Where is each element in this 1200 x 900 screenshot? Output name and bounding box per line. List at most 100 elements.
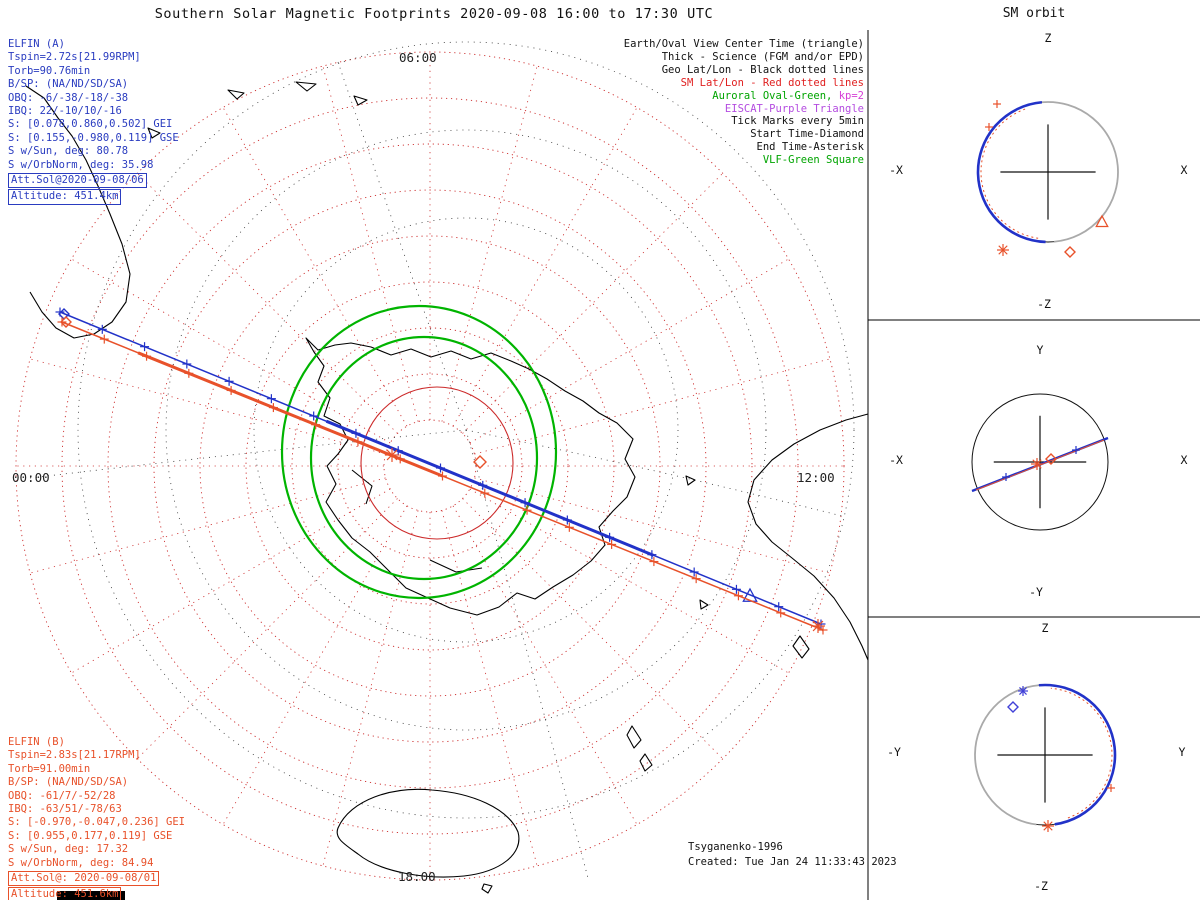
elfin-a-row: OBQ: -6/-38/-18/-38 (8, 92, 179, 105)
elfin-a-row: S w/OrbNorm, deg: 35.98 (8, 159, 179, 172)
legend-line: VLF-Green Square (762, 154, 864, 167)
legend: Earth/Oval View Center Time (triangle) Th… (624, 38, 864, 167)
elfin-a-row: Att.Sol@2020-09-08/06 (8, 172, 179, 189)
mlt-label-1800: 18:00 (398, 869, 436, 884)
scale-bar (57, 891, 125, 900)
elfin-b-row: S w/Sun, deg: 17.32 (8, 843, 185, 856)
sm-grid (15, 51, 845, 881)
elfin-a-row: Tspin=2.72s[21.99RPM] (8, 51, 179, 64)
legend-line: EISCAT-Purple Triangle (724, 102, 864, 115)
elfin-b-line: Altitude: 451.6km (8, 887, 122, 900)
orbit2-axis-left: -X (889, 453, 903, 467)
legend-line: Auroral Oval-Green, (712, 89, 839, 102)
elfin-b-line: Tspin=2.83s[21.17RPM] (8, 749, 141, 762)
orbit-views (971, 100, 1119, 832)
elfin-b-line: S w/OrbNorm, deg: 84.94 (8, 856, 154, 869)
south-america-coastline (25, 85, 131, 339)
elfin-b-line: S: [0.955,0.177,0.119] GSE (8, 829, 173, 842)
legend-row: Start Time-Diamond (624, 128, 864, 141)
data-layer (55, 304, 828, 635)
coastlines (25, 81, 869, 894)
elfin-b-row: OBQ: -61/7/-52/28 (8, 790, 185, 803)
elfin-b-line: Att.Sol@: 2020-09-08/01 (8, 871, 160, 887)
created-timestamp: Created: Tue Jan 24 11:33:43 2023 (688, 856, 897, 868)
elfin-b-line: ELFIN (B) (8, 736, 65, 748)
orbit2-axis-top: Y (1036, 343, 1044, 357)
legend-row: End Time-Asterisk (624, 141, 864, 154)
elfin-b-row: S w/OrbNorm, deg: 84.94 (8, 857, 185, 870)
australia-coastline (336, 788, 520, 878)
elfin-a-line: S: [0.155,-0.980,0.119] GSE (8, 131, 179, 144)
elfin-b-row: Altitude: 451.6km (8, 886, 185, 900)
small-islands (685, 475, 709, 610)
orbit3-axis-right: Y (1178, 745, 1186, 759)
elfin-b-row: Att.Sol@: 2020-09-08/01 (8, 870, 185, 887)
elfin-b-row: Tspin=2.83s[21.17RPM] (8, 749, 185, 762)
legend-line: Tick Marks every 5min (731, 115, 864, 128)
elfin-a-row: B/SP: (NA/ND/SD/SA) (8, 78, 179, 91)
orbit2-axis-bottom: -Y (1029, 585, 1043, 599)
elfin-a-row: Torb=90.76min (8, 65, 179, 78)
elfin-a-row: S: [0.078,0.860,0.502] GEI (8, 118, 179, 131)
elfin-a-row: S: [0.155,-0.980,0.119] GSE (8, 132, 179, 145)
credit-block: Tsyganenko-1996 Created: Tue Jan 24 11:3… (688, 840, 897, 870)
legend-line: Thick - Science (FGM and/or EPD) (661, 50, 864, 63)
elfin-a-info: ELFIN (A) Tspin=2.72s[21.99RPM] Torb=90.76… (8, 38, 179, 205)
elfin-a-line: Att.Sol@2020-09-08/06 (8, 173, 147, 189)
orbit1-axis-bottom: -Z (1037, 297, 1051, 311)
new-zealand-coastline (626, 725, 653, 772)
elfin-a-line: S w/Sun, deg: 80.78 (8, 145, 129, 158)
elfin-a-row: Altitude: 451.4km (8, 188, 179, 205)
mlt-label-1200: 12:00 (797, 470, 835, 485)
elfin-b-line: S: [-0.970,-0.047,0.236] GEI (8, 816, 186, 829)
legend-line: End Time-Asterisk (756, 141, 864, 154)
elfin-a-line: IBQ: 22/-10/10/-16 (8, 105, 122, 118)
orbit2-axis-right: X (1180, 453, 1188, 467)
elfin-a-row: IBQ: 22/-10/10/-16 (8, 105, 179, 118)
legend-row: Thick - Science (FGM and/or EPD) (624, 51, 864, 64)
elfin-a-row: ELFIN (A) (8, 38, 179, 51)
geo-grid (29, 41, 855, 879)
elfin-a-line: Altitude: 451.4km (8, 189, 122, 205)
orbit3-axis-top: Z (1041, 621, 1049, 635)
legend-row: Auroral Oval-Green, kp=2 (624, 90, 864, 103)
elfin-b-row: ELFIN (B) (8, 736, 185, 749)
orbit3-axis-bottom: -Z (1034, 879, 1048, 893)
elfin-b-line: OBQ: -61/7/-52/28 (8, 789, 116, 802)
orbit1-axis-right: X (1180, 163, 1188, 177)
legend-row: EISCAT-Purple Triangle (624, 103, 864, 116)
mlt-label-0600: 06:00 (399, 50, 437, 65)
elfin-a-line: ELFIN (A) (8, 38, 65, 50)
elfin-b-line: B/SP: (NA/ND/SD/SA) (8, 776, 129, 789)
legend-row: VLF-Green Square (624, 154, 864, 167)
legend-row: Tick Marks every 5min (624, 115, 864, 128)
orbit3-axis-left: -Y (887, 745, 901, 759)
madagascar-coastline (792, 635, 810, 659)
tasmania-coastline (481, 883, 493, 894)
elfin-a-line: OBQ: -6/-38/-18/-38 (8, 91, 129, 104)
legend-line-suffix: kp=2 (838, 89, 864, 102)
islands-top (147, 81, 368, 139)
legend-row: Earth/Oval View Center Time (triangle) (624, 38, 864, 51)
elfin-b-row: S: [0.955,0.177,0.119] GSE (8, 830, 185, 843)
mlt-label-0000: 00:00 (12, 470, 50, 485)
elfin-a-line: S: [0.078,0.860,0.502] GEI (8, 118, 173, 131)
elfin-a-line: B/SP: (NA/ND/SD/SA) (8, 78, 129, 91)
elfin-a-line: Torb=90.76min (8, 64, 91, 77)
elfin-b-row: IBQ: -63/51/-78/63 (8, 803, 185, 816)
panel-dividers (57, 30, 1200, 900)
legend-line: Earth/Oval View Center Time (triangle) (623, 38, 864, 50)
model-name: Tsyganenko-1996 (688, 841, 783, 853)
elfin-a-line: Tspin=2.72s[21.99RPM] (8, 51, 141, 64)
orbit1-axis-left: -X (889, 163, 903, 177)
elfin-b-line: IBQ: -63/51/-78/63 (8, 803, 122, 816)
orbit1-axis-top: Z (1044, 31, 1052, 45)
legend-row: SM Lat/Lon - Red dotted lines (624, 77, 864, 90)
main-title: Southern Solar Magnetic Footprints 2020-… (154, 6, 714, 22)
elfin-b-line: Torb=91.00min (8, 762, 91, 775)
elfin-b-line: S w/Sun, deg: 17.32 (8, 843, 129, 856)
legend-line: Geo Lat/Lon - Black dotted lines (661, 63, 864, 76)
elfin-a-row: S w/Sun, deg: 80.78 (8, 145, 179, 158)
